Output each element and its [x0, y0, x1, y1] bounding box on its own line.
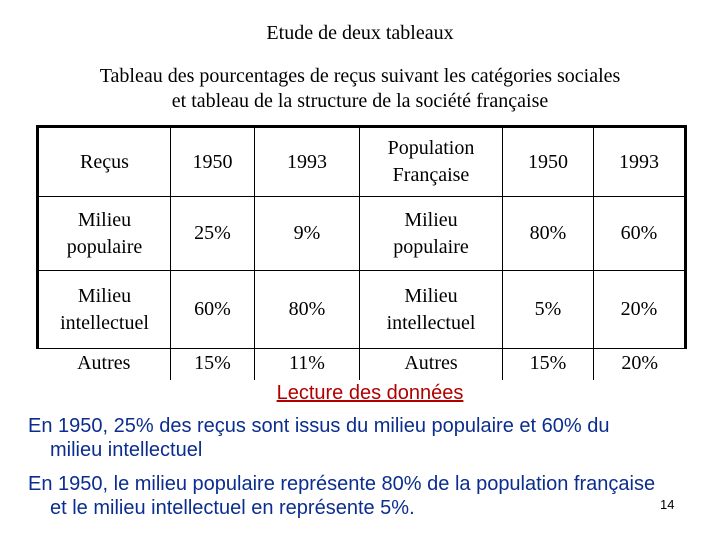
table-cell: Autres: [37, 348, 171, 380]
table-row: Milieu intellectuel 60% 80% Milieu intel…: [36, 270, 687, 349]
slide-subtitle: Tableau des pourcentages de reçus suivan…: [0, 64, 720, 114]
reading-paragraph-2: En 1950, le milieu populaire représente …: [28, 472, 718, 520]
table-cell: 5%: [502, 270, 594, 349]
cell-line: intellectuel: [60, 311, 149, 334]
table-cell: Milieu intellectuel: [359, 270, 503, 349]
header-cell: 1993: [254, 125, 360, 197]
header-cell-line: Population: [387, 137, 475, 159]
header-cell-line: Française: [392, 164, 470, 186]
table-cell: Milieu intellectuel: [36, 270, 171, 349]
cell-line: populaire: [66, 235, 143, 258]
cell-line: Milieu: [77, 208, 132, 231]
header-cell: Population Française: [359, 125, 503, 197]
table-header-row: Reçus 1950 1993 Population Française 195…: [36, 125, 687, 197]
header-cell: 1993: [593, 125, 687, 197]
reading-heading: Lecture des données: [276, 382, 464, 404]
paragraph-line: et le milieu intellectuel en représente …: [50, 497, 415, 519]
slide-title: Etude de deux tableaux: [266, 22, 454, 44]
paragraph-line: En 1950, 25% des reçus sont issus du mil…: [28, 415, 610, 437]
table-row: Autres 15% 11% Autres 15% 20%: [37, 348, 686, 380]
table-cell: 20%: [593, 270, 687, 349]
data-table: Reçus 1950 1993 Population Française 195…: [36, 125, 687, 380]
table-cell: 25%: [170, 196, 255, 271]
cell-line: intellectuel: [386, 311, 476, 334]
subtitle-line-1: Tableau des pourcentages de reçus suivan…: [99, 65, 621, 87]
table-cell: 20%: [593, 348, 686, 380]
table-row: Milieu populaire 25% 9% Milieu populaire…: [36, 196, 687, 271]
header-cell: Reçus: [36, 125, 171, 197]
table-cell: 15%: [502, 348, 594, 380]
header-cell: 1950: [170, 125, 255, 197]
paragraph-line: En 1950, le milieu populaire représente …: [28, 473, 656, 495]
table-cell: 11%: [254, 348, 360, 380]
table-cell: Milieu populaire: [36, 196, 171, 271]
table-cell: Autres: [359, 348, 503, 380]
reading-paragraph-1: En 1950, 25% des reçus sont issus du mil…: [28, 414, 718, 462]
page-number: 14: [660, 497, 675, 512]
table-cell: 15%: [170, 348, 255, 380]
table-cell: 60%: [170, 270, 255, 349]
cell-line: populaire: [393, 235, 469, 258]
table-cell: Milieu populaire: [359, 196, 503, 271]
subtitle-line-2: et tableau de la structure de la société…: [171, 90, 549, 112]
header-cell: 1950: [502, 125, 594, 197]
table-cell: 80%: [502, 196, 594, 271]
cell-line: Milieu: [77, 284, 132, 307]
cell-line: Milieu: [404, 208, 458, 231]
table-cell: 9%: [254, 196, 360, 271]
table-cell: 80%: [254, 270, 360, 349]
table-cell: 60%: [593, 196, 687, 271]
paragraph-line: milieu intellectuel: [50, 439, 203, 461]
cell-line: Milieu: [404, 284, 458, 307]
